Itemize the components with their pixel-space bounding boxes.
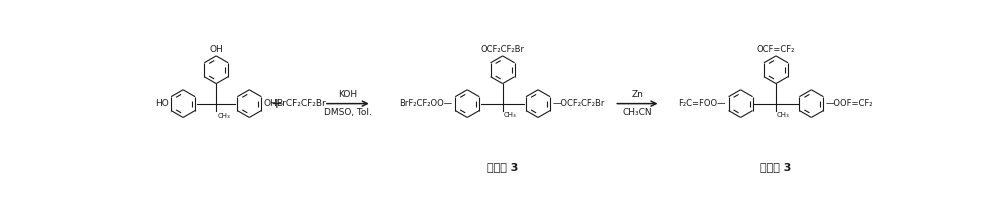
Text: OH: OH (209, 45, 223, 54)
Text: OCF₂CF₂Br: OCF₂CF₂Br (481, 45, 525, 54)
Text: CH₃: CH₃ (503, 112, 516, 118)
Text: F₂C=FOO—: F₂C=FOO— (678, 99, 725, 108)
Text: BrCF₂CF₂Br: BrCF₂CF₂Br (276, 99, 325, 108)
Text: CH₃: CH₃ (777, 112, 789, 118)
Text: KOH: KOH (338, 90, 358, 99)
Text: OCF=CF₂: OCF=CF₂ (757, 45, 795, 54)
Text: OH: OH (263, 99, 277, 108)
Text: HO: HO (154, 99, 168, 108)
Text: —OOF=CF₂: —OOF=CF₂ (826, 99, 874, 108)
Text: +: + (270, 97, 282, 111)
Text: DMSO, Tol.: DMSO, Tol. (324, 108, 372, 117)
Text: Zn: Zn (631, 90, 643, 99)
Text: CH₃: CH₃ (217, 113, 230, 119)
Text: CH₃CN: CH₃CN (622, 108, 652, 117)
Text: 화합물 3: 화합물 3 (487, 162, 518, 172)
Text: BrF₂CF₂OO—: BrF₂CF₂OO— (399, 99, 452, 108)
Text: —OCF₂CF₂Br: —OCF₂CF₂Br (552, 99, 606, 108)
Text: 단량체 3: 단량체 3 (760, 162, 791, 172)
